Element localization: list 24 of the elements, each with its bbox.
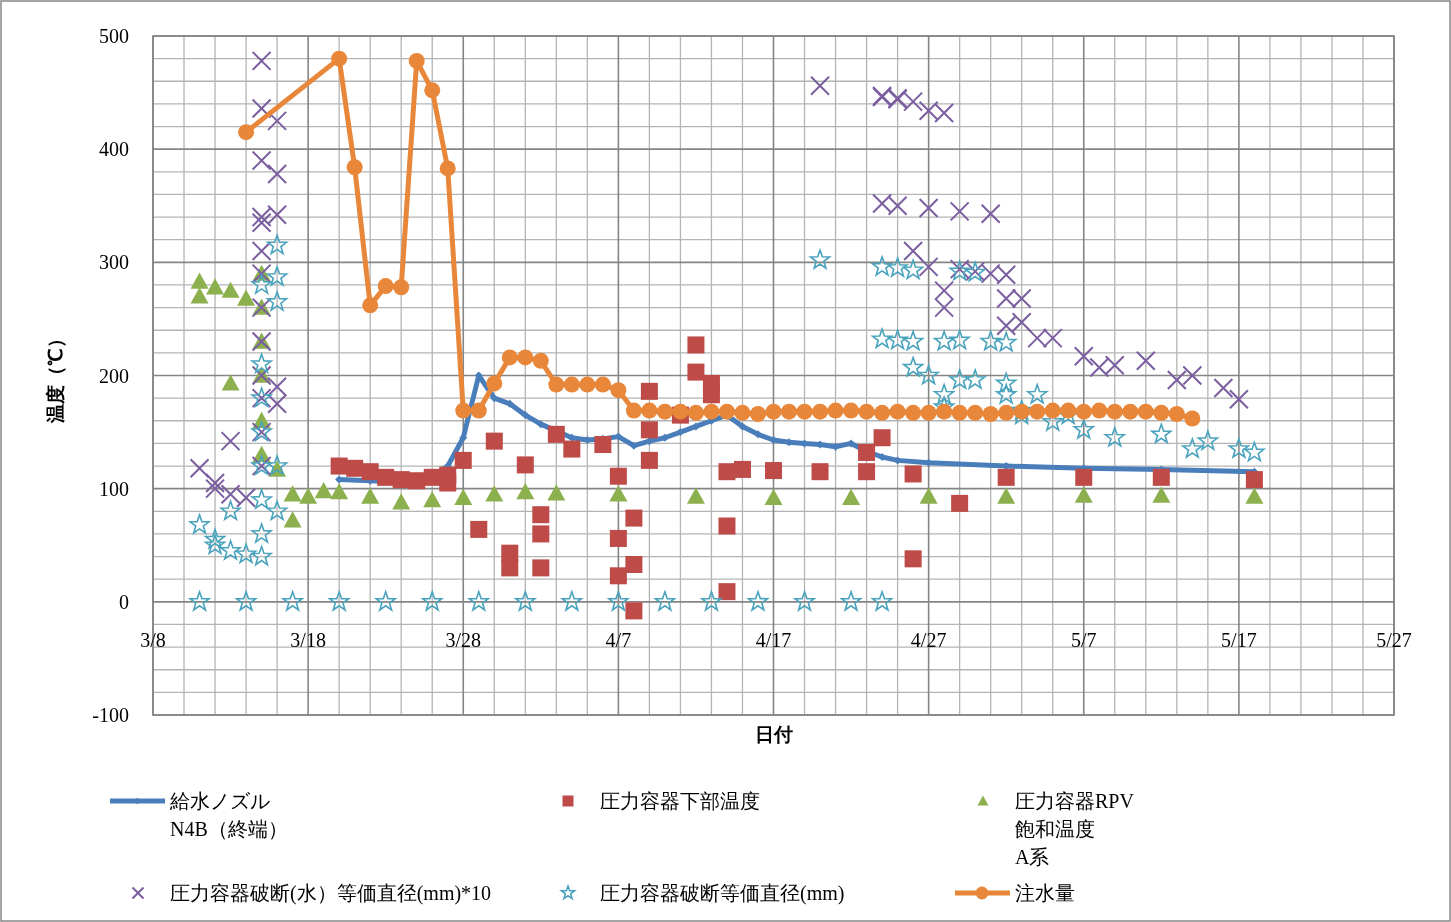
legend-label: 注水量 (1015, 882, 1075, 904)
y-tick-label: -100 (92, 704, 129, 726)
x-tick-label: 4/27 (910, 629, 947, 651)
x-tick-label: 5/7 (1070, 629, 1097, 651)
legend-label: 圧力容器下部温度 (600, 790, 760, 812)
legend-label: 圧力容器RPV 飽和温度 A系 (1015, 790, 1135, 868)
x-tick-label: 5/27 (1376, 629, 1412, 651)
x-tick-label: 3/8 (140, 629, 166, 651)
x-tick-label: 5/17 (1221, 629, 1257, 651)
x-tick-label: 4/7 (605, 629, 632, 651)
y-tick-label: 300 (99, 251, 129, 274)
x-axis-title: 日付 (754, 724, 793, 745)
legend-label: 圧力容器破断(水）等価直径(mm)*10 (170, 882, 492, 905)
x-tick-label: 4/17 (755, 629, 792, 651)
y-tick-label: 500 (99, 25, 129, 47)
y-tick-label: 400 (99, 138, 129, 161)
legend-label: 給水ノズル N4B（終端） (169, 790, 288, 840)
y-tick-label: 100 (99, 477, 129, 500)
x-tick-label: 3/28 (445, 629, 482, 651)
y-tick-label: 0 (119, 590, 129, 613)
legend-label: 圧力容器破断等価直径(mm) (600, 882, 845, 905)
y-axis-title: 温度（℃） (45, 328, 66, 424)
y-tick-label: 200 (99, 364, 129, 387)
x-tick-label: 3/18 (290, 629, 326, 651)
